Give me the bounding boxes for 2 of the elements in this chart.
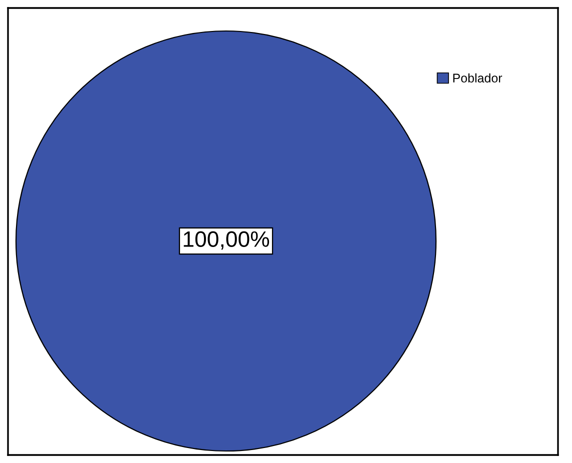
legend-label: Poblador bbox=[453, 73, 502, 83]
data-label: 100,00% bbox=[184, 231, 270, 250]
